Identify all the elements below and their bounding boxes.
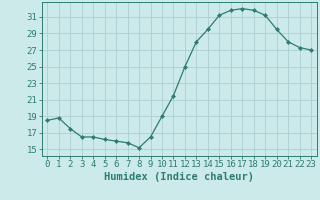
X-axis label: Humidex (Indice chaleur): Humidex (Indice chaleur) (104, 172, 254, 182)
